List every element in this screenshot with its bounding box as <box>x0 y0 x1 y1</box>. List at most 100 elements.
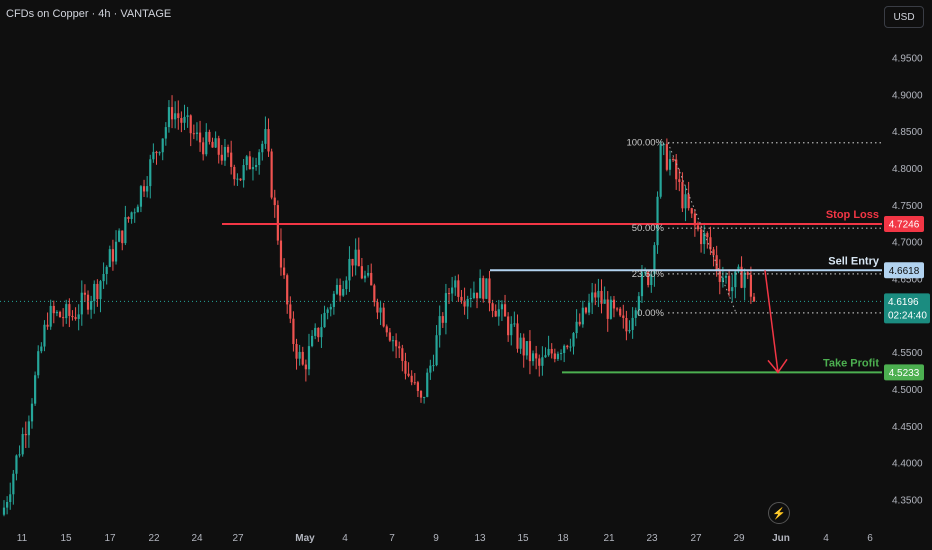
candle-body <box>142 186 146 192</box>
candle-body <box>510 323 513 336</box>
candle-body <box>491 303 494 311</box>
candle-body <box>553 353 556 359</box>
candle-body <box>295 344 298 359</box>
candle-body <box>690 208 693 214</box>
candle-body <box>52 305 55 314</box>
candle-body <box>531 353 535 362</box>
candle-body <box>15 455 18 474</box>
candle-body <box>597 290 600 298</box>
candle-body <box>728 275 731 292</box>
x-tick-label: 4 <box>823 533 829 544</box>
x-tick-label: Jun <box>772 533 790 544</box>
x-tick-label: 17 <box>104 533 116 544</box>
candle-body <box>62 317 65 319</box>
candle-body <box>612 299 616 309</box>
candle-body <box>367 272 370 276</box>
candle-body <box>40 346 43 352</box>
candle-body <box>681 181 684 209</box>
candle-body <box>86 294 90 310</box>
candle-body <box>566 345 569 348</box>
candle-body <box>34 375 37 404</box>
candle-body <box>600 290 603 304</box>
candle-body <box>133 212 136 214</box>
candle-body <box>401 348 404 361</box>
candle-body <box>370 272 373 286</box>
candle-body <box>379 307 382 313</box>
candle-body <box>270 151 273 198</box>
candle-body <box>276 205 279 241</box>
candle-body <box>516 323 519 349</box>
candle-body <box>413 382 416 384</box>
candle-body <box>102 273 105 282</box>
price-axis[interactable]: 4.9500 4.9000 4.8500 4.8000 4.7500 4.7000 4.65… <box>892 54 923 507</box>
x-tick-label: May <box>295 533 315 544</box>
time-axis[interactable]: 11 15 17 22 24 27 May 4 7 9 13 15 18 21 23 27 29 Jun 4 6 <box>17 533 873 544</box>
candle-body <box>301 351 304 365</box>
candle-body <box>668 159 672 170</box>
candle-body <box>525 341 528 356</box>
candle-body <box>513 323 516 325</box>
candle-body <box>323 312 326 328</box>
candle-body <box>314 327 317 336</box>
candle-body <box>177 113 180 119</box>
candle-body <box>273 197 276 206</box>
candle-body <box>606 299 609 319</box>
candle-body <box>289 304 292 319</box>
candle-body <box>236 178 239 180</box>
sell-entry-tag <box>884 262 924 279</box>
candle-body <box>239 178 242 181</box>
x-tick-label: 29 <box>733 533 745 544</box>
candle-body <box>329 306 332 310</box>
candle-body <box>254 164 258 168</box>
currency-button[interactable]: USD <box>884 6 924 28</box>
candle-body <box>640 272 644 297</box>
candle-body <box>58 311 62 318</box>
y-tick-label: 4.7000 <box>892 238 923 249</box>
candle-body <box>693 213 696 226</box>
x-tick-label: 18 <box>557 533 569 544</box>
current-price-value: 4.6196 <box>888 297 919 308</box>
candle-body <box>304 364 307 370</box>
candle-body <box>214 138 217 148</box>
candle-body <box>18 454 21 456</box>
candle-body <box>479 278 482 299</box>
candle-body <box>634 310 637 318</box>
candle-body <box>282 267 286 276</box>
candle-body <box>49 305 52 327</box>
lightning-icon[interactable]: ⚡ <box>768 502 790 524</box>
candle-body <box>37 351 40 376</box>
candle-body <box>578 321 581 325</box>
candle-body <box>351 258 354 266</box>
candle-body <box>404 360 407 374</box>
candle-body <box>435 335 438 366</box>
candle-body <box>398 346 401 349</box>
candle-body <box>659 144 662 197</box>
candle-body <box>724 275 728 278</box>
candle-body <box>721 277 724 282</box>
candle-body <box>647 272 650 286</box>
candle-body <box>80 292 83 315</box>
candle-body <box>211 141 214 148</box>
take-profit-tag-text: 4.5233 <box>889 368 920 379</box>
y-tick-label: 4.5500 <box>892 348 923 359</box>
candle-body <box>737 266 740 272</box>
x-tick-label: 7 <box>389 533 395 544</box>
candle-body <box>522 337 525 356</box>
x-tick-label: 27 <box>690 533 702 544</box>
bar-countdown: 02:24:40 <box>888 310 927 321</box>
candle-body <box>706 233 709 238</box>
candle-body <box>472 292 476 298</box>
price-labels: 4.7246 4.6618 4.5233 4.6196 02:24:40 <box>884 216 930 381</box>
candle-body <box>395 340 398 347</box>
fib-level-label: 100.00% <box>626 138 664 149</box>
candle-body <box>475 292 479 299</box>
candle-body <box>158 152 161 154</box>
y-tick-label: 4.8000 <box>892 164 923 175</box>
candle-body <box>538 358 541 366</box>
candle-body <box>451 287 454 294</box>
x-tick-label: 21 <box>603 533 615 544</box>
candle-body <box>662 144 665 146</box>
candle-body <box>547 348 550 356</box>
x-tick-label: 9 <box>433 533 439 544</box>
